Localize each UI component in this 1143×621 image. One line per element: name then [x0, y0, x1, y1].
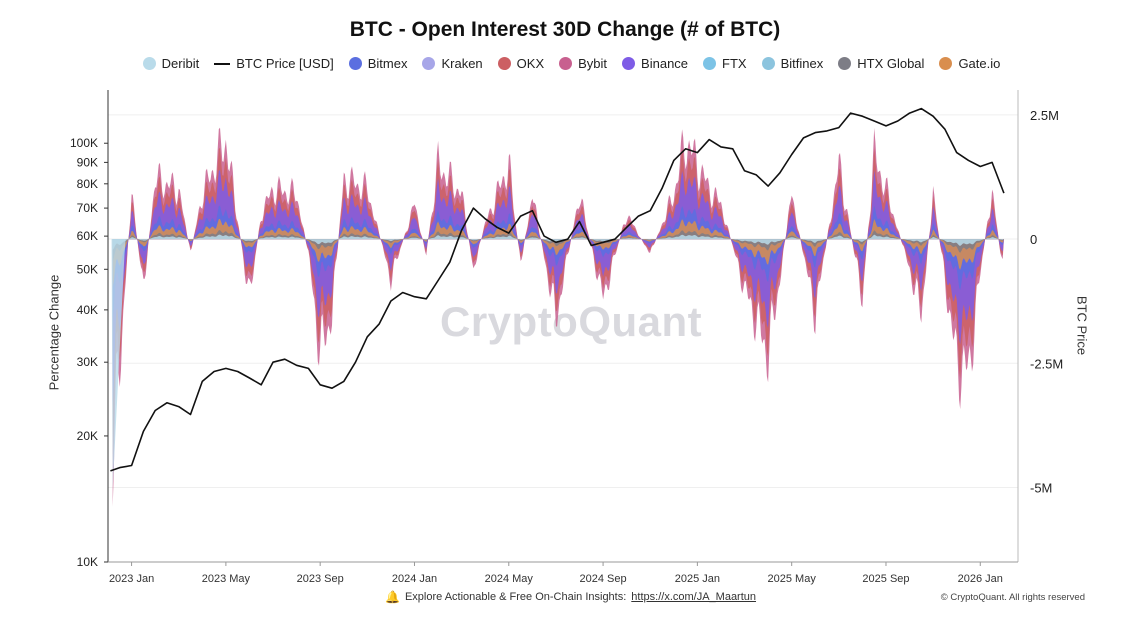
- x-tick-label: 2023 Sep: [297, 573, 344, 585]
- y-axis-right-label: BTC Price: [1074, 295, 1090, 356]
- y-right-tick-label: -2.5M: [1030, 356, 1063, 371]
- legend-label: Bitmex: [367, 56, 408, 71]
- y-left-tick-label: 30K: [77, 355, 98, 369]
- y-left-tick-label: 40K: [77, 303, 98, 317]
- legend-swatch: [348, 57, 362, 70]
- x-tick-label: 2024 Jan: [392, 573, 437, 585]
- bell-icon: 🔔: [385, 590, 400, 604]
- x-tick-label: 2025 Jan: [675, 573, 720, 585]
- copyright: © CryptoQuant. All rights reserved: [940, 592, 1085, 603]
- footer: 🔔 Explore Actionable & Free On-Chain Ins…: [385, 590, 756, 604]
- legend-item-bitmex[interactable]: Bitmex: [348, 56, 408, 71]
- chart-legend: Deribit BTC Price [USD] Bitmex Kraken OKX Byb…: [0, 56, 1143, 71]
- y-axis-left-label: Percentage Change: [46, 274, 62, 391]
- legend-label: BTC Price [USD]: [236, 56, 334, 71]
- y-left-tick-label: 10K: [77, 555, 98, 569]
- y-left-tick-label: 60K: [77, 229, 98, 243]
- legend-item-kraken[interactable]: Kraken: [422, 56, 483, 71]
- legend-swatch: [703, 57, 717, 70]
- legend-label: Deribit: [161, 56, 200, 71]
- chart-title: BTC - Open Interest 30D Change (# of BTC…: [349, 18, 781, 41]
- legend-swatch: [761, 57, 775, 70]
- legend-item-bitfinex[interactable]: Bitfinex: [761, 56, 824, 71]
- x-tick-label: 2023 Jan: [109, 573, 154, 585]
- y-left-tick-label: 50K: [77, 262, 98, 276]
- legend-swatch: [622, 57, 636, 70]
- legend-item-binance[interactable]: Binance: [622, 56, 688, 71]
- legend-item-bybit[interactable]: Bybit: [559, 56, 607, 71]
- x-tick-label: 2025 Sep: [862, 573, 909, 585]
- oi-area-deribit-early: [111, 239, 126, 488]
- legend-item-deribit[interactable]: Deribit: [142, 56, 200, 71]
- legend-item-okx[interactable]: OKX: [497, 56, 545, 71]
- footer-link[interactable]: https://x.com/JA_Maartun: [631, 591, 757, 603]
- legend-swatch: [214, 62, 231, 65]
- legend-label: Bybit: [578, 56, 608, 71]
- legend-label: Bitfinex: [780, 56, 824, 71]
- legend-label: OKX: [516, 56, 545, 71]
- legend-label: HTX Global: [857, 56, 925, 71]
- legend-swatch: [142, 57, 156, 70]
- y-left-tick-label: 80K: [77, 177, 98, 191]
- legend-swatch: [497, 57, 511, 70]
- legend-item-ftx[interactable]: FTX: [703, 56, 747, 71]
- y-right-tick-label: -5M: [1030, 480, 1052, 495]
- y-right-tick-label: 0: [1030, 232, 1037, 247]
- legend-label: Gate.io: [958, 56, 1001, 71]
- x-tick-label: 2024 May: [485, 573, 534, 585]
- y-left-tick-label: 100K: [70, 136, 98, 150]
- x-tick-label: 2024 Sep: [580, 573, 627, 585]
- legend-swatch: [422, 57, 436, 70]
- legend-label: Binance: [641, 56, 689, 71]
- legend-item-btc-price-usd[interactable]: BTC Price [USD]: [214, 56, 334, 71]
- y-left-tick-label: 90K: [77, 155, 98, 169]
- watermark-logo: CryptoQuant: [440, 298, 703, 345]
- legend-label: FTX: [722, 56, 747, 71]
- legend-item-htx-global[interactable]: HTX Global: [838, 56, 924, 71]
- x-tick-label: 2023 May: [202, 573, 251, 585]
- x-tick-label: 2026 Jan: [958, 573, 1003, 585]
- y-right-tick-label: 2.5M: [1030, 108, 1059, 123]
- footer-text: Explore Actionable & Free On-Chain Insig…: [404, 591, 627, 603]
- y-left-tick-label: 20K: [77, 429, 98, 443]
- legend-label: Kraken: [441, 56, 483, 71]
- btc-price-line: [110, 107, 1005, 472]
- legend-swatch: [838, 57, 852, 70]
- legend-swatch: [939, 57, 953, 70]
- y-left-tick-label: 70K: [77, 201, 98, 215]
- legend-swatch: [559, 57, 573, 70]
- x-tick-label: 2025 May: [768, 573, 817, 585]
- oi-area-bybit: [112, 127, 1004, 507]
- legend-item-gate-io[interactable]: Gate.io: [939, 56, 1000, 71]
